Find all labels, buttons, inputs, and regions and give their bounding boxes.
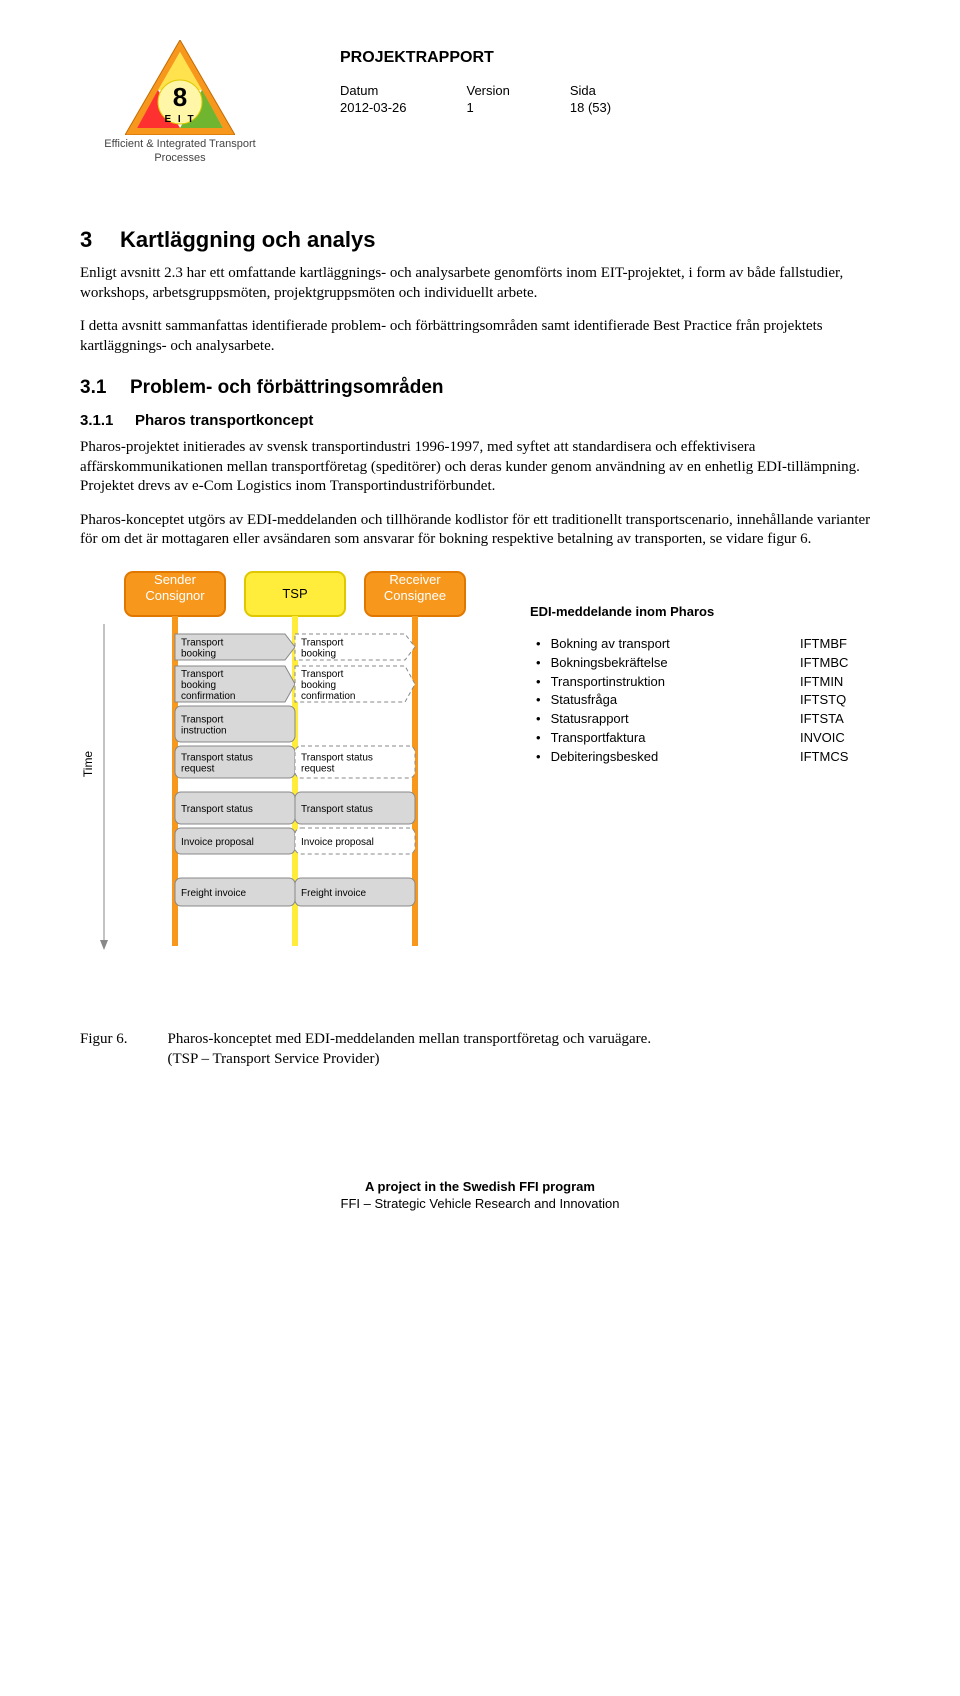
page-header: 8 E I T Efficient & Integrated Transport… (80, 40, 880, 166)
logo-sub: E I T (164, 114, 195, 125)
subsub-para-1: Pharos-projektet initierades av svensk t… (80, 438, 880, 497)
svg-text:Transport status: Transport status (181, 752, 253, 763)
svg-text:instruction: instruction (181, 725, 227, 736)
svg-text:Freight invoice: Freight invoice (181, 888, 246, 899)
svg-text:Transport: Transport (181, 637, 224, 648)
meta-version: Version 1 (467, 83, 510, 117)
svg-text:request: request (301, 763, 335, 774)
edi-list-item: StatusfrågaIFTSTQ (554, 691, 880, 710)
svg-text:Transport: Transport (181, 714, 224, 725)
svg-text:Invoice proposal: Invoice proposal (181, 837, 254, 848)
logo-triangle-icon: 8 E I T (125, 40, 235, 135)
header-meta: PROJEKTRAPPORT Datum 2012-03-26 Version … (280, 40, 880, 117)
svg-text:Transport: Transport (301, 669, 344, 680)
logo-caption: Efficient & Integrated Transport Process… (80, 137, 280, 166)
edi-message-list: EDI-meddelande inom Pharos Bokning av tr… (530, 564, 880, 767)
logo-number: 8 (173, 82, 187, 112)
edi-list-item: TransportfakturaINVOIC (554, 729, 880, 748)
section-para-2: I detta avsnitt sammanfattas identifiera… (80, 317, 880, 356)
svg-text:Transport status: Transport status (181, 804, 253, 815)
svg-text:Transport: Transport (181, 669, 224, 680)
svg-text:booking: booking (181, 680, 216, 691)
subsection-heading: 3.1Problem- och förbättringsområden (80, 376, 880, 401)
pharos-diagram: Time SenderConsignor TSP ReceiverConsignee T… (80, 564, 510, 971)
svg-text:confirmation: confirmation (301, 691, 355, 702)
edi-list-item: StatusrapportIFTSTA (554, 710, 880, 729)
section-heading: 3Kartläggning och analys (80, 226, 880, 255)
figure-caption: Figur 6. Pharos-konceptet med EDI-meddel… (80, 1030, 880, 1069)
svg-text:Receiver: Receiver (389, 572, 441, 587)
section-para-1: Enligt avsnitt 2.3 har ett omfattande ka… (80, 264, 880, 303)
svg-text:booking: booking (181, 648, 216, 659)
edi-list-item: BokningsbekräftelseIFTMBC (554, 654, 880, 673)
svg-text:request: request (181, 763, 215, 774)
svg-text:Consignor: Consignor (145, 588, 205, 603)
meta-page: Sida 18 (53) (570, 83, 611, 117)
logo-block: 8 E I T Efficient & Integrated Transport… (80, 40, 280, 166)
svg-text:Transport status: Transport status (301, 804, 373, 815)
subsub-para-2: Pharos-konceptet utgörs av EDI-meddeland… (80, 511, 880, 550)
svg-text:Freight invoice: Freight invoice (301, 888, 366, 899)
svg-text:booking: booking (301, 648, 336, 659)
svg-text:Time: Time (81, 750, 95, 777)
svg-text:confirmation: confirmation (181, 691, 235, 702)
svg-text:TSP: TSP (282, 586, 307, 601)
svg-text:Consignee: Consignee (384, 588, 446, 603)
edi-list-item: TransportinstruktionIFTMIN (554, 673, 880, 692)
svg-text:Transport: Transport (301, 637, 344, 648)
svg-text:booking: booking (301, 680, 336, 691)
edi-list-item: DebiteringsbeskedIFTMCS (554, 748, 880, 767)
subsubsection-heading: 3.1.1Pharos transportkoncept (80, 411, 880, 431)
svg-text:Sender: Sender (154, 572, 197, 587)
edi-list-title: EDI-meddelande inom Pharos (530, 604, 880, 621)
edi-list-item: Bokning av transportIFTMBF (554, 635, 880, 654)
page-footer: A project in the Swedish FFI program FFI… (80, 1179, 880, 1213)
svg-text:Transport status: Transport status (301, 752, 373, 763)
report-title: PROJEKTRAPPORT (340, 48, 880, 69)
meta-date: Datum 2012-03-26 (340, 83, 407, 117)
svg-text:Invoice proposal: Invoice proposal (301, 837, 374, 848)
